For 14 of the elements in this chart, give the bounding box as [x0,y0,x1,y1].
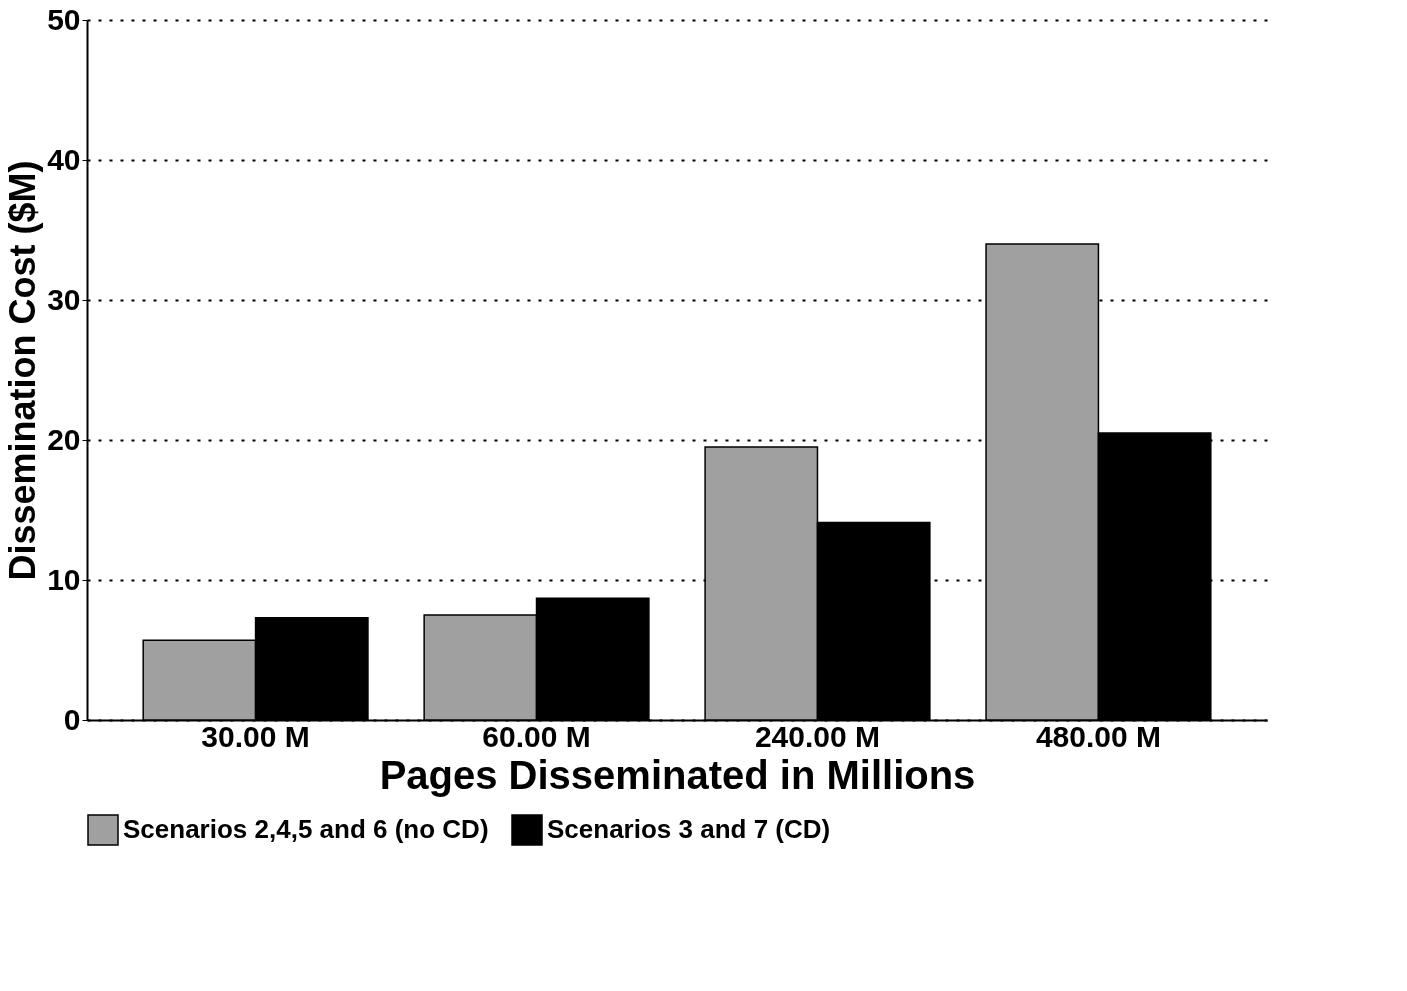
x-tick-label: 60.00 M [482,719,591,753]
y-tick-label: 0 [63,702,81,736]
x-tick-label: 30.00 M [201,719,310,753]
y-tick-label: 10 [47,562,81,596]
x-tick-label: 240.00 M [754,719,881,753]
y-tick-label: 20 [47,422,81,456]
legend-label: Scenarios 2,4,5 and 6 (no CD) [123,814,489,844]
legend-label: Scenarios 3 and 7 (CD) [547,814,831,844]
y-tick-label: 50 [47,2,81,36]
x-tick-label: 480.00 M [1035,719,1161,753]
y-axis-title: Dissemination Cost ($M) [2,160,44,581]
y-tick-label: 40 [47,142,81,176]
y-tick-label: 30 [47,282,81,316]
x-axis-title: Pages Disseminated in Millions [379,752,976,797]
